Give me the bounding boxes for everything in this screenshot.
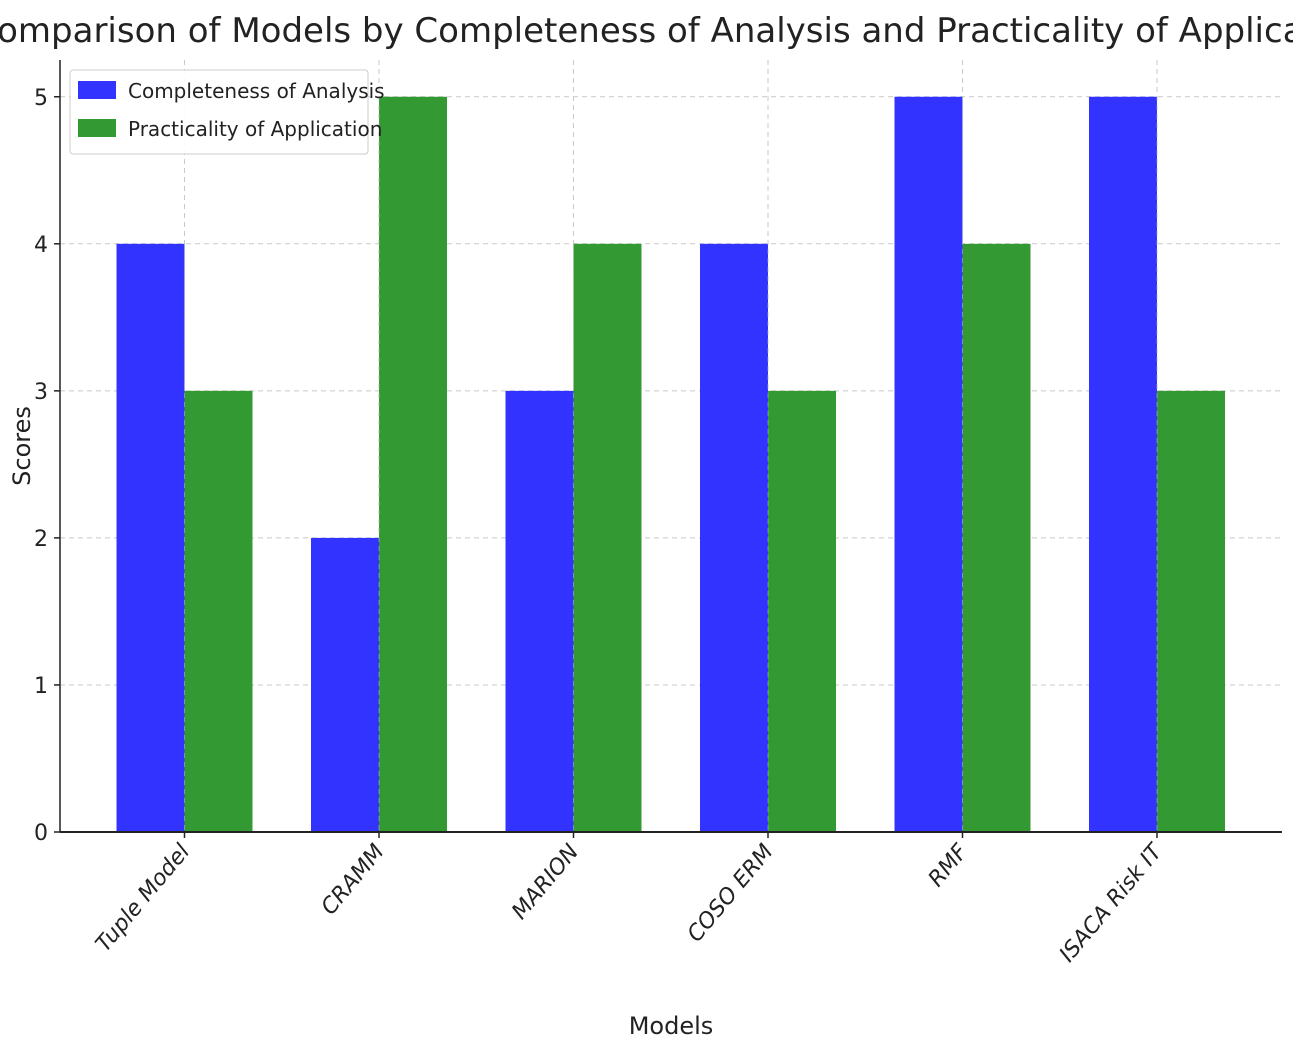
- bar-completeness: [116, 243, 185, 833]
- y-axis-label: Scores: [8, 406, 36, 486]
- x-tick-label: MARION: [507, 840, 584, 925]
- bar-completeness: [311, 537, 379, 832]
- legend-label-practicality: Practicality of Application: [128, 117, 382, 141]
- x-tick-label: RMF: [924, 840, 974, 892]
- x-tick-label: ISACA Risk IT: [1055, 839, 1169, 968]
- legend-swatch-completeness: [78, 81, 116, 99]
- y-tick-labels: 0 1 2 3 4 5: [34, 86, 60, 846]
- bar-practicality: [962, 243, 1031, 833]
- chart-title: Comparison of Models by Completeness of …: [0, 11, 1293, 51]
- legend-label-completeness: Completeness of Analysis: [128, 79, 385, 103]
- axes: [59, 60, 1282, 833]
- x-axis-label: Models: [629, 1012, 714, 1039]
- bar-completeness: [894, 96, 963, 832]
- legend-box: [69, 69, 369, 155]
- bar-practicality: [768, 390, 836, 832]
- y-tick-label: 1: [34, 674, 48, 699]
- x-tick-label: COSO ERM: [683, 840, 779, 947]
- x-tick-label: Tuple Model: [91, 840, 195, 957]
- bar-completeness: [1089, 96, 1157, 832]
- bar-completeness: [505, 390, 574, 832]
- legend-swatch-practicality: [78, 119, 116, 137]
- y-tick-label: 0: [34, 821, 48, 846]
- bar-practicality: [379, 96, 447, 832]
- bar-practicality: [573, 243, 642, 833]
- legend: Completeness of Analysis Practicality of…: [69, 69, 385, 155]
- x-tick-labels: Tuple Model CRAMM MARION COSO ERM RMF ISACA R…: [91, 832, 1169, 968]
- bar-practicality: [184, 390, 253, 832]
- y-tick-label: 2: [34, 527, 48, 552]
- bars: [116, 60, 1225, 833]
- y-tick-label: 4: [34, 233, 48, 258]
- y-tick-label: 3: [34, 380, 48, 405]
- bar-practicality: [1157, 390, 1225, 832]
- bar-completeness: [700, 243, 768, 833]
- y-tick-label: 5: [34, 86, 48, 111]
- x-tick-label: CRAMM: [317, 840, 390, 920]
